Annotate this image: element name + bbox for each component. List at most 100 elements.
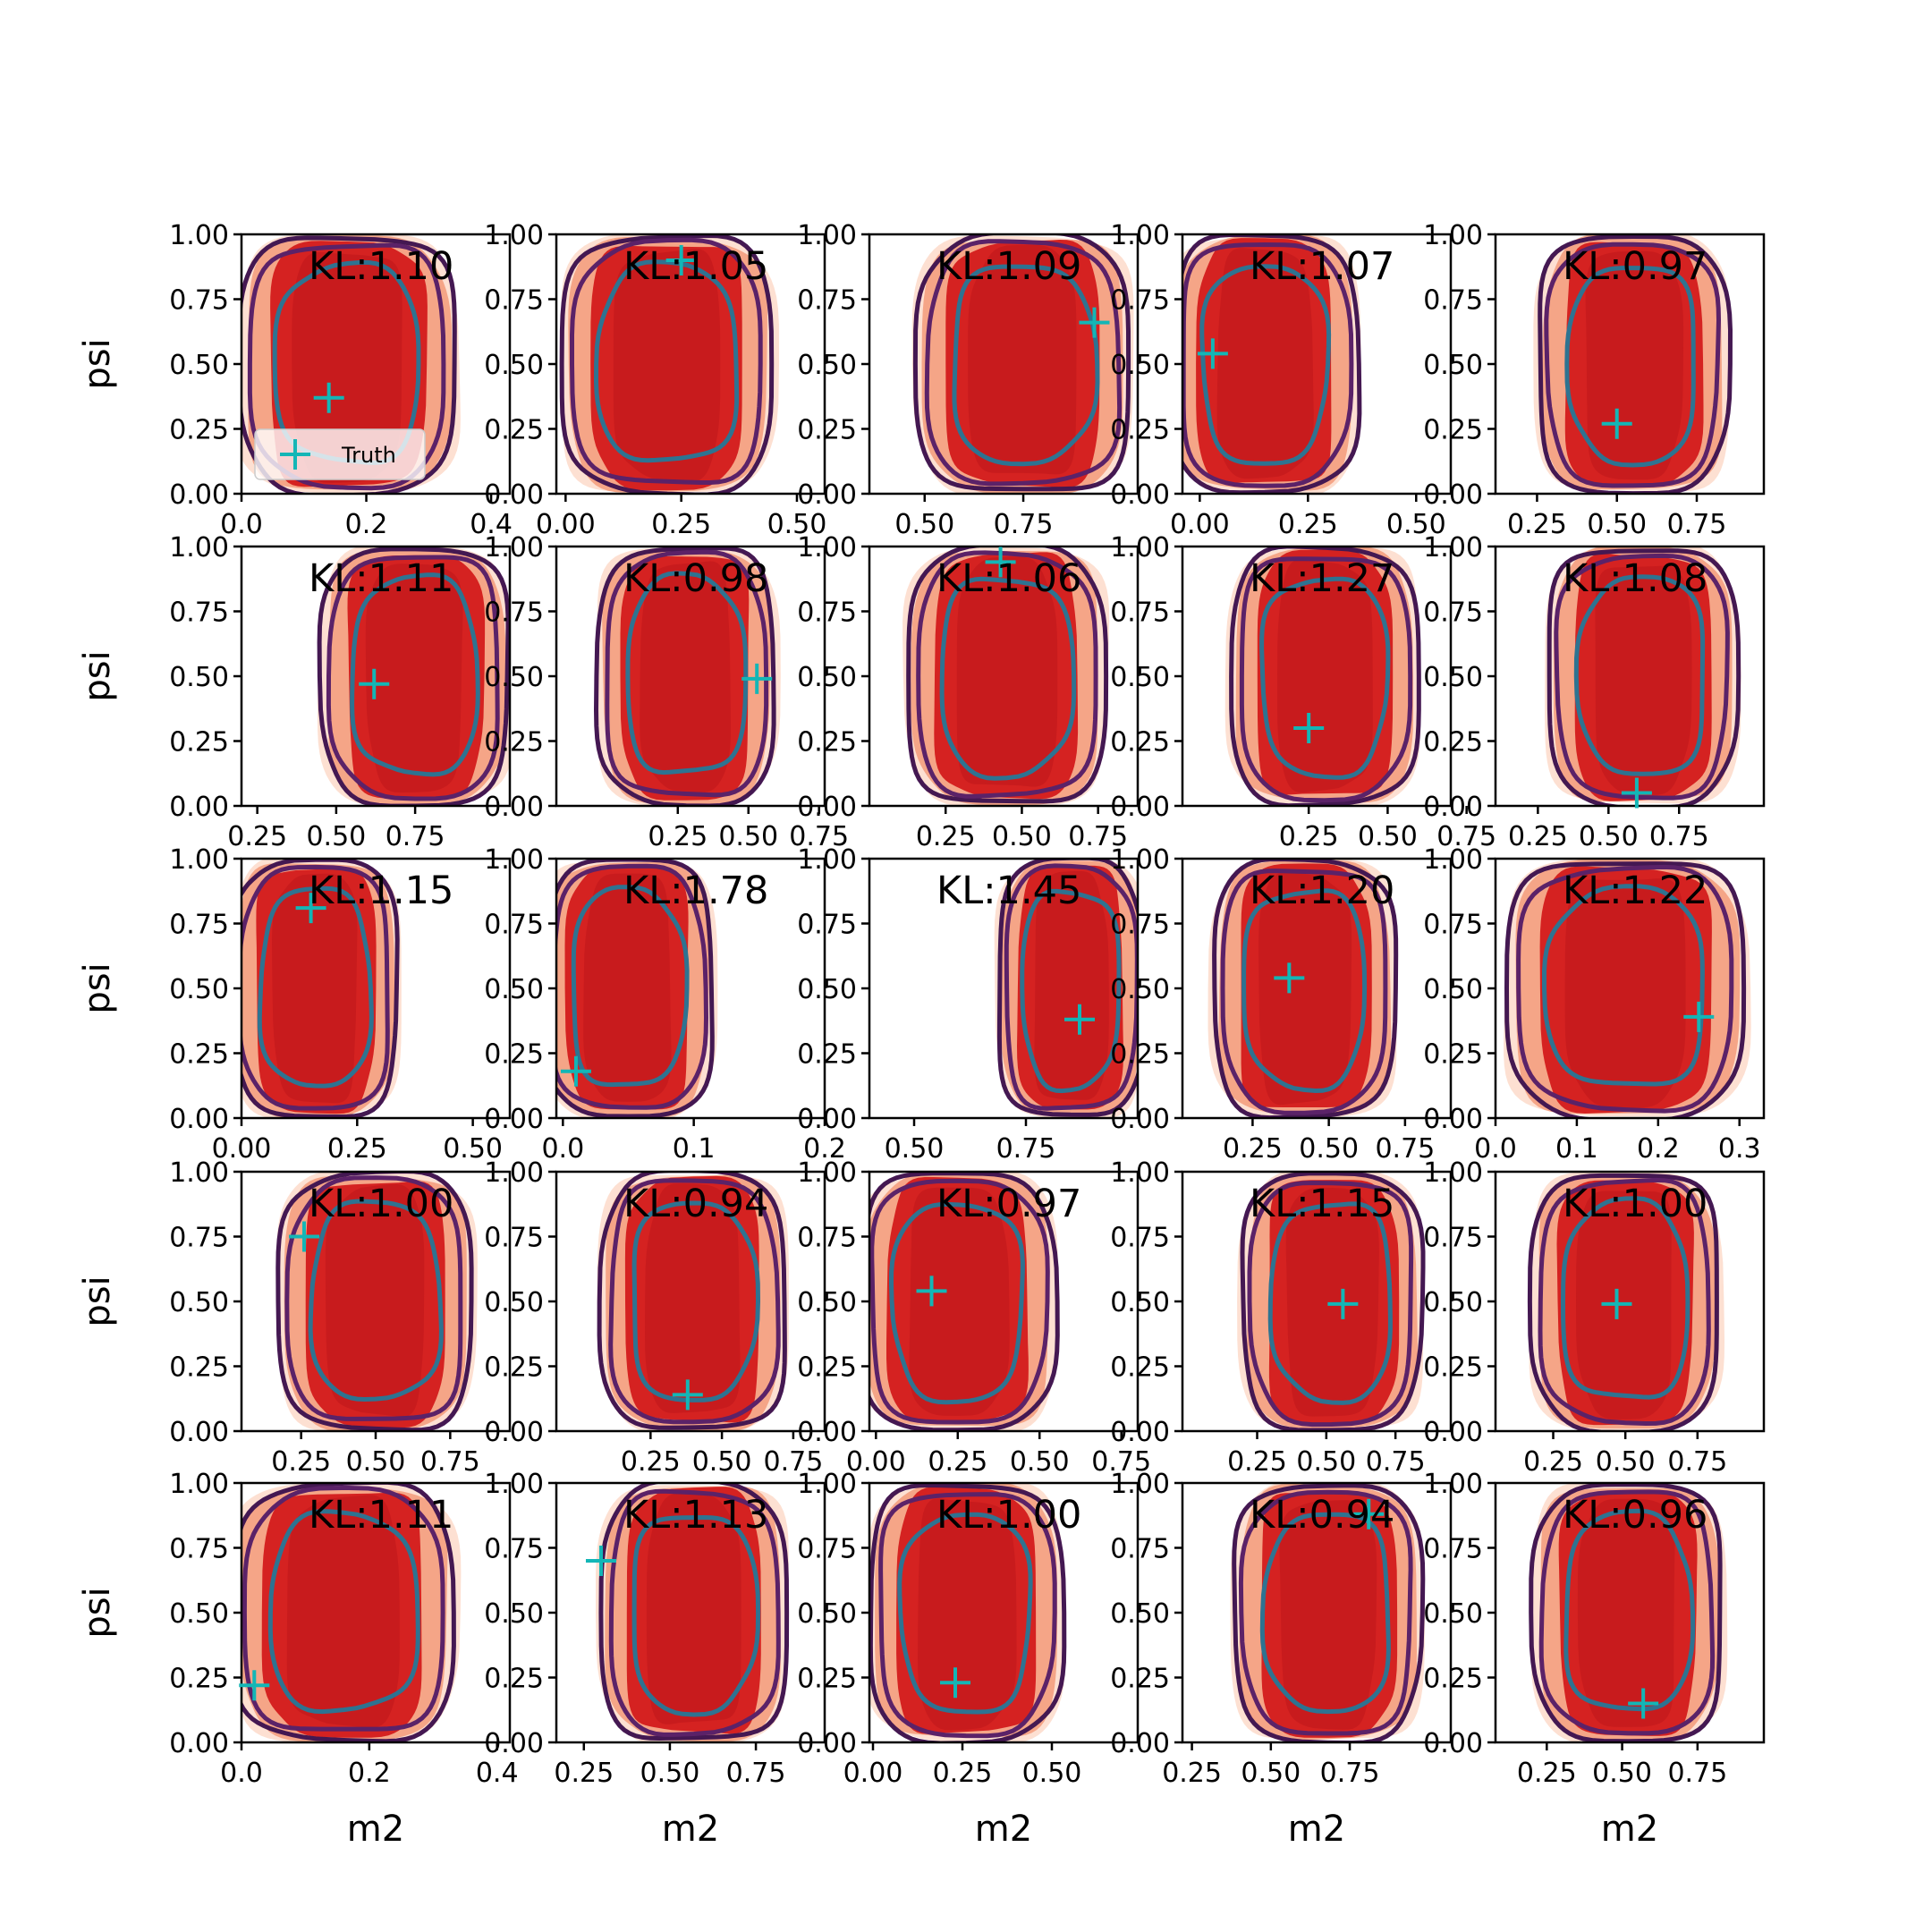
kl-label: KL:1.05 [623,244,768,289]
x-tick-label: 0.2 [803,1133,846,1165]
density-fill-core [1285,1187,1379,1417]
density-fill-core [1277,559,1373,793]
y-tick-label: 0.50 [1423,974,1483,1005]
x-tick-label: 0.25 [648,821,708,852]
contour-inner [308,1199,444,1402]
density-layers [902,547,1110,806]
contour-outer [1229,547,1421,806]
y-tick-label: 1.00 [1110,532,1170,564]
y-tick-label: 0.25 [1110,1039,1170,1071]
kl-label: KL:1.45 [936,869,1081,913]
density-layers [275,1172,478,1431]
y-tick-label: 0.00 [484,1417,544,1448]
truth-marker [239,1670,270,1701]
panel: 0.000.250.500.751.000.25 0.50 0.75KL:0.94m… [1110,1469,1453,1850]
contour-outer-2 [916,550,1098,799]
density-fill-core [909,1187,1010,1416]
contour-outer-2 [242,1485,445,1732]
panel: 0.00 0.25 0.50 0.75 1.00 0.25 0.50 0.75 KL:0.94 [484,1157,826,1478]
y-tick-label: 0.50 [484,1287,544,1318]
density-fill-core [1216,248,1314,479]
contour-inner [888,1201,1025,1405]
y-tick-label: 0.25 [484,1352,544,1384]
kl-label: KL:1.10 [309,244,453,289]
contour-outer [869,1172,1060,1431]
y-tick-label: 1.00 [169,844,229,876]
y-tick-label: 0.50 [797,1287,857,1318]
contour-outer [598,1483,790,1741]
panel: 0.00 0.25 0.50 0.75 1.00 0.0 0.2 0.4 KL:1.11 psi m… [77,1469,519,1850]
x-tick-label: 0.75 [1091,1446,1151,1478]
y-tick-label: 0.00 [484,479,544,511]
y-tick-label: 0.25 [797,1664,857,1695]
x-tick-label: 0.50 [443,1133,503,1165]
kl-label: KL:0.97 [1563,244,1707,289]
contour-inner [593,259,740,463]
contour-inner [631,1200,761,1402]
y-tick-label: 1.00 [1423,844,1483,876]
kl-label: KL:1.13 [623,1493,768,1538]
truth-marker [586,1546,616,1576]
truth-marker [1079,307,1110,338]
truth-marker [1683,1001,1715,1032]
panel: 0.000.250.500.751.000.25 0.50 0.75KL:1.11p… [77,532,512,852]
y-tick-label: 0.75 [484,597,544,629]
y-tick-label: 0.75 [484,1223,544,1254]
contour-inner [1542,884,1705,1087]
y-tick-label: 1.00 [484,220,544,251]
contour-outer [1212,859,1399,1118]
kl-label: KL:0.94 [623,1182,768,1226]
density-fill-core [646,1493,741,1724]
panel-grid: 0.000.250.500.751.000.0 0.2 0.4KL:1.10psiT… [77,220,1766,1850]
y-tick-label: 0.75 [1110,910,1170,941]
contour-outer-2 [1544,242,1722,488]
x-tick-label: 0.50 [1241,1758,1301,1789]
x-tick-label: 0.50 [1299,1133,1359,1165]
x-tick-label: 0.75 [726,1758,786,1789]
x-tick-label: 0.00 [212,1133,272,1165]
x-tick-label: 0.75 [420,1446,480,1478]
contour-outer [1504,861,1747,1118]
y-tick-label: 0.25 [484,415,544,446]
x-tick-label: 0.2 [1637,1133,1680,1165]
kl-label: KL:1.00 [1563,1182,1707,1226]
y-tick-label: 0.50 [797,974,857,1005]
density-layers [1224,547,1421,806]
density-layers [1529,1483,1728,1742]
x-tick-label: 0.0 [1474,1133,1517,1165]
contour-inner [1259,576,1391,780]
kl-label: KL:1.07 [1250,244,1394,289]
y-tick-label: 0.75 [484,1534,544,1565]
y-tick-label: 0.50 [484,1598,544,1630]
contour-outer [1538,234,1733,494]
y-tick-label: 0.50 [1423,1287,1483,1318]
x-tick-label: 0.0 [541,1133,584,1165]
y-tick-label: 0.75 [169,597,229,629]
contour-outer [597,1172,787,1430]
legend: Truth [254,428,426,480]
kl-label: KL:1.22 [1563,869,1707,913]
contour-outer-2 [1220,869,1388,1115]
panel: 0.00 0.25 0.50 0.75 1.00 0.25 0.50 0.75 KL:1.08 [1423,532,1766,852]
y-tick-label: 0.25 [484,1039,544,1071]
x-tick-label: 0.25 [1523,1446,1583,1478]
y-tick-label: 0.25 [169,1352,229,1384]
x-tick-label: 0.75 [1366,1446,1426,1478]
y-tick-label: 0.75 [797,285,857,317]
density-fill-core [1279,1500,1377,1730]
density-fill-core [956,556,1058,787]
contour-inner [939,576,1077,781]
x-tick-label: 0.50 [1296,1446,1356,1478]
x-tick-label: 0.50 [1596,1446,1656,1478]
x-tick-label: 0.25 [651,509,711,540]
x-tick-label: 0.50 [692,1446,752,1478]
y-tick-label: 0.25 [169,1039,229,1071]
contour-inner [631,1514,761,1717]
panel: 0.00 0.25 0.50 0.75 1.00 0.25 0.50 0.75 KL:0.96 m… [1423,1469,1766,1850]
contour-inner [267,1509,420,1715]
truth-marker [1274,962,1305,994]
x-tick-label: 0.25 [933,1758,993,1789]
y-tick-label: 0.00 [797,1104,857,1135]
x-tick-label: 0.50 [1592,1758,1652,1789]
density-fill-core [1258,872,1352,1106]
